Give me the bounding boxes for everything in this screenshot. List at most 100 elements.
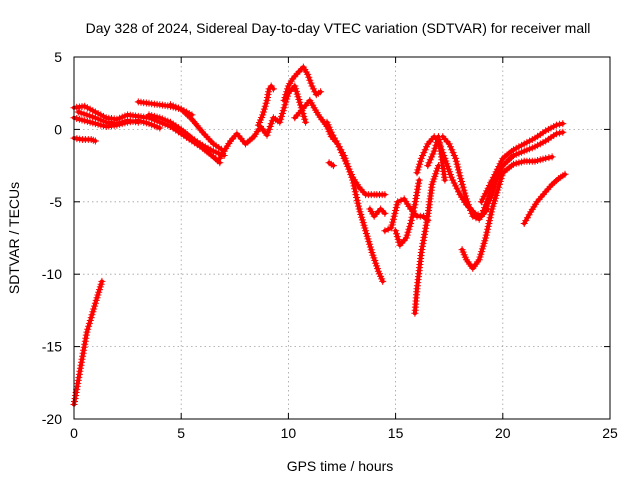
series-track-14 xyxy=(325,159,337,170)
data-point xyxy=(545,154,553,162)
data-point xyxy=(305,73,313,81)
x-tick-label: 20 xyxy=(495,425,511,441)
data-point xyxy=(387,224,395,232)
plot-frame xyxy=(73,56,611,420)
data-point xyxy=(413,188,421,196)
series-track-17 xyxy=(392,176,423,249)
y-tick-label: -5 xyxy=(50,194,63,210)
data-point xyxy=(483,228,491,236)
data-point xyxy=(421,146,429,154)
data-point xyxy=(379,277,387,285)
data-point xyxy=(452,182,460,190)
data-point xyxy=(484,222,492,230)
data-point xyxy=(481,204,489,212)
series-track-7 xyxy=(145,111,228,159)
data-point xyxy=(485,220,493,227)
data-point xyxy=(408,213,416,221)
data-point xyxy=(423,143,430,151)
data-point xyxy=(80,346,88,354)
data-point xyxy=(86,112,94,120)
series-track-24 xyxy=(477,120,567,206)
data-point xyxy=(456,172,464,180)
data-point xyxy=(423,215,431,223)
data-point xyxy=(409,210,417,218)
data-point xyxy=(283,88,291,96)
data-point xyxy=(415,179,423,187)
data-point xyxy=(405,225,413,233)
data-point xyxy=(338,149,346,157)
data-point xyxy=(525,211,533,219)
data-point xyxy=(280,104,288,112)
data-point xyxy=(355,202,362,210)
data-point xyxy=(447,143,454,151)
data-point xyxy=(469,212,477,220)
data-point xyxy=(454,163,462,171)
data-point xyxy=(264,128,272,136)
data-point xyxy=(278,112,285,120)
data-point xyxy=(450,179,458,187)
data-point xyxy=(467,207,475,214)
data-point xyxy=(548,153,556,161)
data-point xyxy=(307,79,315,87)
series-band xyxy=(292,98,385,284)
data-point xyxy=(279,107,287,115)
data-point xyxy=(411,198,419,206)
grid-lines xyxy=(74,57,610,419)
data-point xyxy=(468,209,476,217)
data-point xyxy=(331,134,338,142)
data-point xyxy=(524,214,531,222)
series-track-2 xyxy=(70,134,99,145)
data-point xyxy=(484,225,492,233)
data-point xyxy=(487,208,495,216)
x-axis-label: GPS time / hours xyxy=(287,458,394,474)
data-point xyxy=(300,112,308,120)
data-point xyxy=(403,231,411,239)
data-point xyxy=(269,85,277,93)
data-point xyxy=(407,220,415,227)
data-point xyxy=(393,230,400,238)
data-point xyxy=(458,180,466,188)
series-track-16 xyxy=(381,195,432,235)
data-point xyxy=(406,222,414,230)
data-point xyxy=(309,85,317,93)
data-point xyxy=(381,191,389,199)
data-point xyxy=(281,94,289,101)
data-point xyxy=(392,227,400,235)
x-tick-label: 0 xyxy=(70,425,78,441)
data-point xyxy=(430,147,438,155)
data-point xyxy=(302,118,310,126)
data-point xyxy=(284,85,291,93)
data-point xyxy=(414,166,422,174)
data-point xyxy=(420,149,428,157)
data-point xyxy=(281,101,289,109)
data-point xyxy=(477,212,485,220)
data-point xyxy=(556,129,564,137)
data-point xyxy=(389,218,397,226)
data-point xyxy=(487,211,495,219)
series-track-19 xyxy=(411,162,442,317)
data-point xyxy=(76,364,84,372)
data-point xyxy=(353,194,361,201)
data-point xyxy=(85,322,93,330)
y-tick-label: -20 xyxy=(42,411,62,427)
data-point xyxy=(482,234,490,242)
data-point xyxy=(334,140,342,148)
data-point xyxy=(441,176,449,184)
data-point xyxy=(265,125,273,133)
data-point xyxy=(351,188,359,196)
data-point xyxy=(134,118,142,126)
data-point xyxy=(317,88,325,96)
data-point xyxy=(449,149,457,157)
data-point xyxy=(329,162,337,170)
data-point xyxy=(463,198,471,206)
x-tick-label: 15 xyxy=(388,425,404,441)
data-point xyxy=(352,191,360,199)
data-point xyxy=(461,189,469,197)
series-track-22 xyxy=(458,169,507,272)
data-point xyxy=(308,82,316,90)
chart-title: Day 328 of 2024, Sidereal Day-to-day VTE… xyxy=(86,20,591,36)
data-point xyxy=(73,382,81,390)
data-point xyxy=(381,209,389,217)
data-point xyxy=(261,102,269,110)
data-point xyxy=(410,207,417,215)
